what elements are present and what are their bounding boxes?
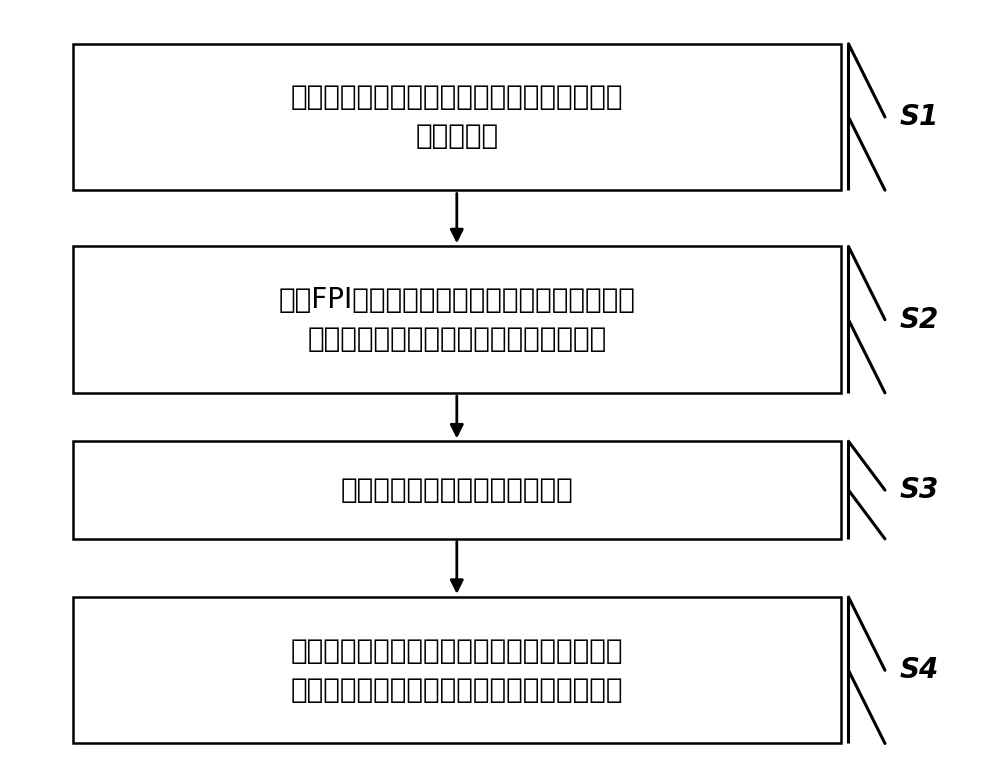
Text: S2: S2 (899, 306, 939, 334)
Text: S1: S1 (899, 103, 939, 131)
Text: 采集电网数据和风电机组数据以及风电场风向
和风速数据: 采集电网数据和风电机组数据以及风电场风向 和风速数据 (291, 84, 623, 150)
Text: 利用修正后的电阻值进行精确潮流计算，将风
向和风速的概率密度模型应用于潮流分布计算: 利用修正后的电阻值进行精确潮流计算，将风 向和风速的概率密度模型应用于潮流分布计… (291, 637, 623, 704)
Text: S4: S4 (899, 656, 939, 684)
Text: 引入风向和风速的概率密度模型: 引入风向和风速的概率密度模型 (340, 476, 573, 504)
Text: 根据FPI反演大气风速和温度基本原理确定风向
和风速与温度的确定关系对电阻进行修正: 根据FPI反演大气风速和温度基本原理确定风向 和风速与温度的确定关系对电阻进行修… (278, 286, 635, 353)
FancyBboxPatch shape (73, 597, 841, 744)
Text: S3: S3 (899, 476, 939, 504)
FancyBboxPatch shape (73, 246, 841, 393)
FancyBboxPatch shape (73, 441, 841, 539)
FancyBboxPatch shape (73, 44, 841, 190)
